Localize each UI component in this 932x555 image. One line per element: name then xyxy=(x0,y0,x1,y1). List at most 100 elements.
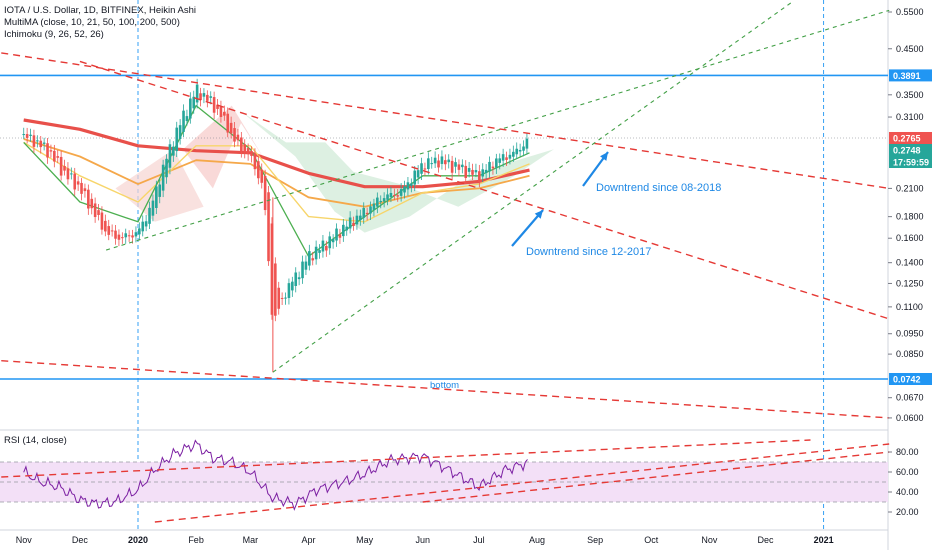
candle-body xyxy=(287,283,291,298)
time-tick-label: Sep xyxy=(587,535,603,545)
multima-legend[interactable]: MultiMA (close, 10, 21, 50, 100, 200, 50… xyxy=(4,17,180,28)
rsi-tick-label: 40.00 xyxy=(896,487,919,497)
candle-body xyxy=(478,171,481,183)
candle-body xyxy=(80,182,83,194)
rsi-tick-label: 80.00 xyxy=(896,447,919,457)
candle-body xyxy=(393,195,396,197)
candle-body xyxy=(457,164,461,170)
candle-body xyxy=(236,134,240,141)
moving-averages xyxy=(23,104,530,257)
symbol-title: IOTA / U.S. Dollar, 1D, BITFINEX, Heikin… xyxy=(4,5,196,16)
price-tag[interactable] xyxy=(889,131,932,144)
price-tick-label: 0.0850 xyxy=(896,349,924,359)
candle-body xyxy=(202,93,206,97)
time-tick-label: Jul xyxy=(473,535,485,545)
candle-body xyxy=(495,158,498,168)
ichimoku-legend[interactable]: Ichimoku (9, 26, 52, 26) xyxy=(4,29,104,40)
price-tag-label: 17:59:59 xyxy=(893,157,929,167)
price-tick-label: 0.4500 xyxy=(896,44,924,54)
candle-body xyxy=(90,198,94,209)
candle-body xyxy=(284,297,287,299)
candle-body xyxy=(362,207,366,218)
price-tick-label: 0.0950 xyxy=(896,329,924,339)
time-tick-label: Dec xyxy=(758,535,775,545)
candle-body xyxy=(338,234,342,238)
candle-body xyxy=(413,170,417,185)
arrow-head xyxy=(534,210,543,219)
price-tick-label: 0.2100 xyxy=(896,183,924,193)
candle-body xyxy=(151,200,155,216)
candle-body xyxy=(195,84,199,103)
candle-body xyxy=(297,277,301,280)
candle-body xyxy=(144,221,148,227)
candle-body xyxy=(304,261,308,270)
annotation-arrows xyxy=(511,151,609,247)
candle-body xyxy=(253,153,257,170)
candle-body xyxy=(410,183,413,186)
rsi-legend[interactable]: RSI (14, close) xyxy=(4,435,67,446)
price-axis[interactable]: 0.5500 0.4500 0.3500 0.3100 0.2100 0.1800 0.16… xyxy=(888,7,932,423)
candle-body xyxy=(416,170,420,178)
candle-body xyxy=(25,134,29,138)
trendline-downtrend-since-08-2018[interactable] xyxy=(1,52,890,190)
rsi-tick-label: 60.00 xyxy=(896,467,919,477)
candle-body xyxy=(325,245,328,251)
price-tag-label: 0.2748 xyxy=(893,145,921,155)
candle-body xyxy=(172,146,175,156)
candle-body xyxy=(36,140,39,142)
candle-body xyxy=(372,203,376,210)
candle-body xyxy=(386,194,389,200)
trendlines[interactable] xyxy=(1,1,890,419)
price-tag[interactable] xyxy=(889,155,932,168)
candle-body xyxy=(165,158,168,178)
time-tick-label: Aug xyxy=(529,535,545,545)
time-tick-label: 2020 xyxy=(128,535,148,545)
candle-body xyxy=(148,207,151,224)
candle-body xyxy=(199,93,202,101)
time-tick-label: Feb xyxy=(188,535,204,545)
candle-body xyxy=(331,238,335,243)
candle-body xyxy=(141,221,145,232)
candle-body xyxy=(42,142,46,144)
price-tick-label: 0.0670 xyxy=(896,393,924,403)
candle-body xyxy=(168,144,172,168)
candle-body xyxy=(223,111,226,116)
candle-body xyxy=(127,235,131,237)
candle-body xyxy=(121,237,124,239)
trendline-uptrend-from-dec[interactable] xyxy=(105,9,890,251)
candle-body xyxy=(403,186,406,193)
candle-body xyxy=(454,162,457,167)
rsi-trendline-rsi-resistance[interactable] xyxy=(1,439,811,478)
price-tag[interactable] xyxy=(889,69,932,82)
time-axis[interactable]: Nov Dec 2020 Feb Mar Apr May Jun Jul Aug Sep Oct Nov… xyxy=(16,535,834,545)
candle-body xyxy=(212,97,216,113)
candle-body xyxy=(501,154,505,161)
candle-body xyxy=(406,182,410,190)
rsi-tick-label: 20.00 xyxy=(896,507,919,517)
candle-body xyxy=(97,210,100,215)
candle-body xyxy=(311,258,315,261)
candle-body xyxy=(233,128,236,142)
rsi-trendline-rsi-mid[interactable] xyxy=(422,451,890,503)
candle-body xyxy=(219,106,223,118)
price-tag-label: 0.0742 xyxy=(893,375,921,385)
trendline-downtrend-since-12-2017[interactable] xyxy=(79,60,890,320)
trendline-uptrend-from-march[interactable] xyxy=(272,1,793,373)
candle-body xyxy=(243,144,247,152)
time-tick-label: 2021 xyxy=(814,535,834,545)
price-tick-label: 0.3100 xyxy=(896,112,924,122)
price-tag[interactable] xyxy=(889,373,932,385)
candle-body xyxy=(471,169,474,175)
trendline-long-downtrend-bottom[interactable] xyxy=(1,359,890,419)
rsi-trendline-rsi-support[interactable] xyxy=(154,443,890,523)
price-tag[interactable] xyxy=(889,143,932,156)
time-tick-label: Oct xyxy=(644,535,659,545)
candle-body xyxy=(318,250,321,253)
time-tick-label: Dec xyxy=(72,535,89,545)
price-tick-label: 0.3500 xyxy=(896,90,924,100)
candle-body xyxy=(117,234,121,240)
candle-body xyxy=(321,240,325,252)
candle-body xyxy=(209,96,213,98)
price-tick-label: 0.1800 xyxy=(896,212,924,222)
